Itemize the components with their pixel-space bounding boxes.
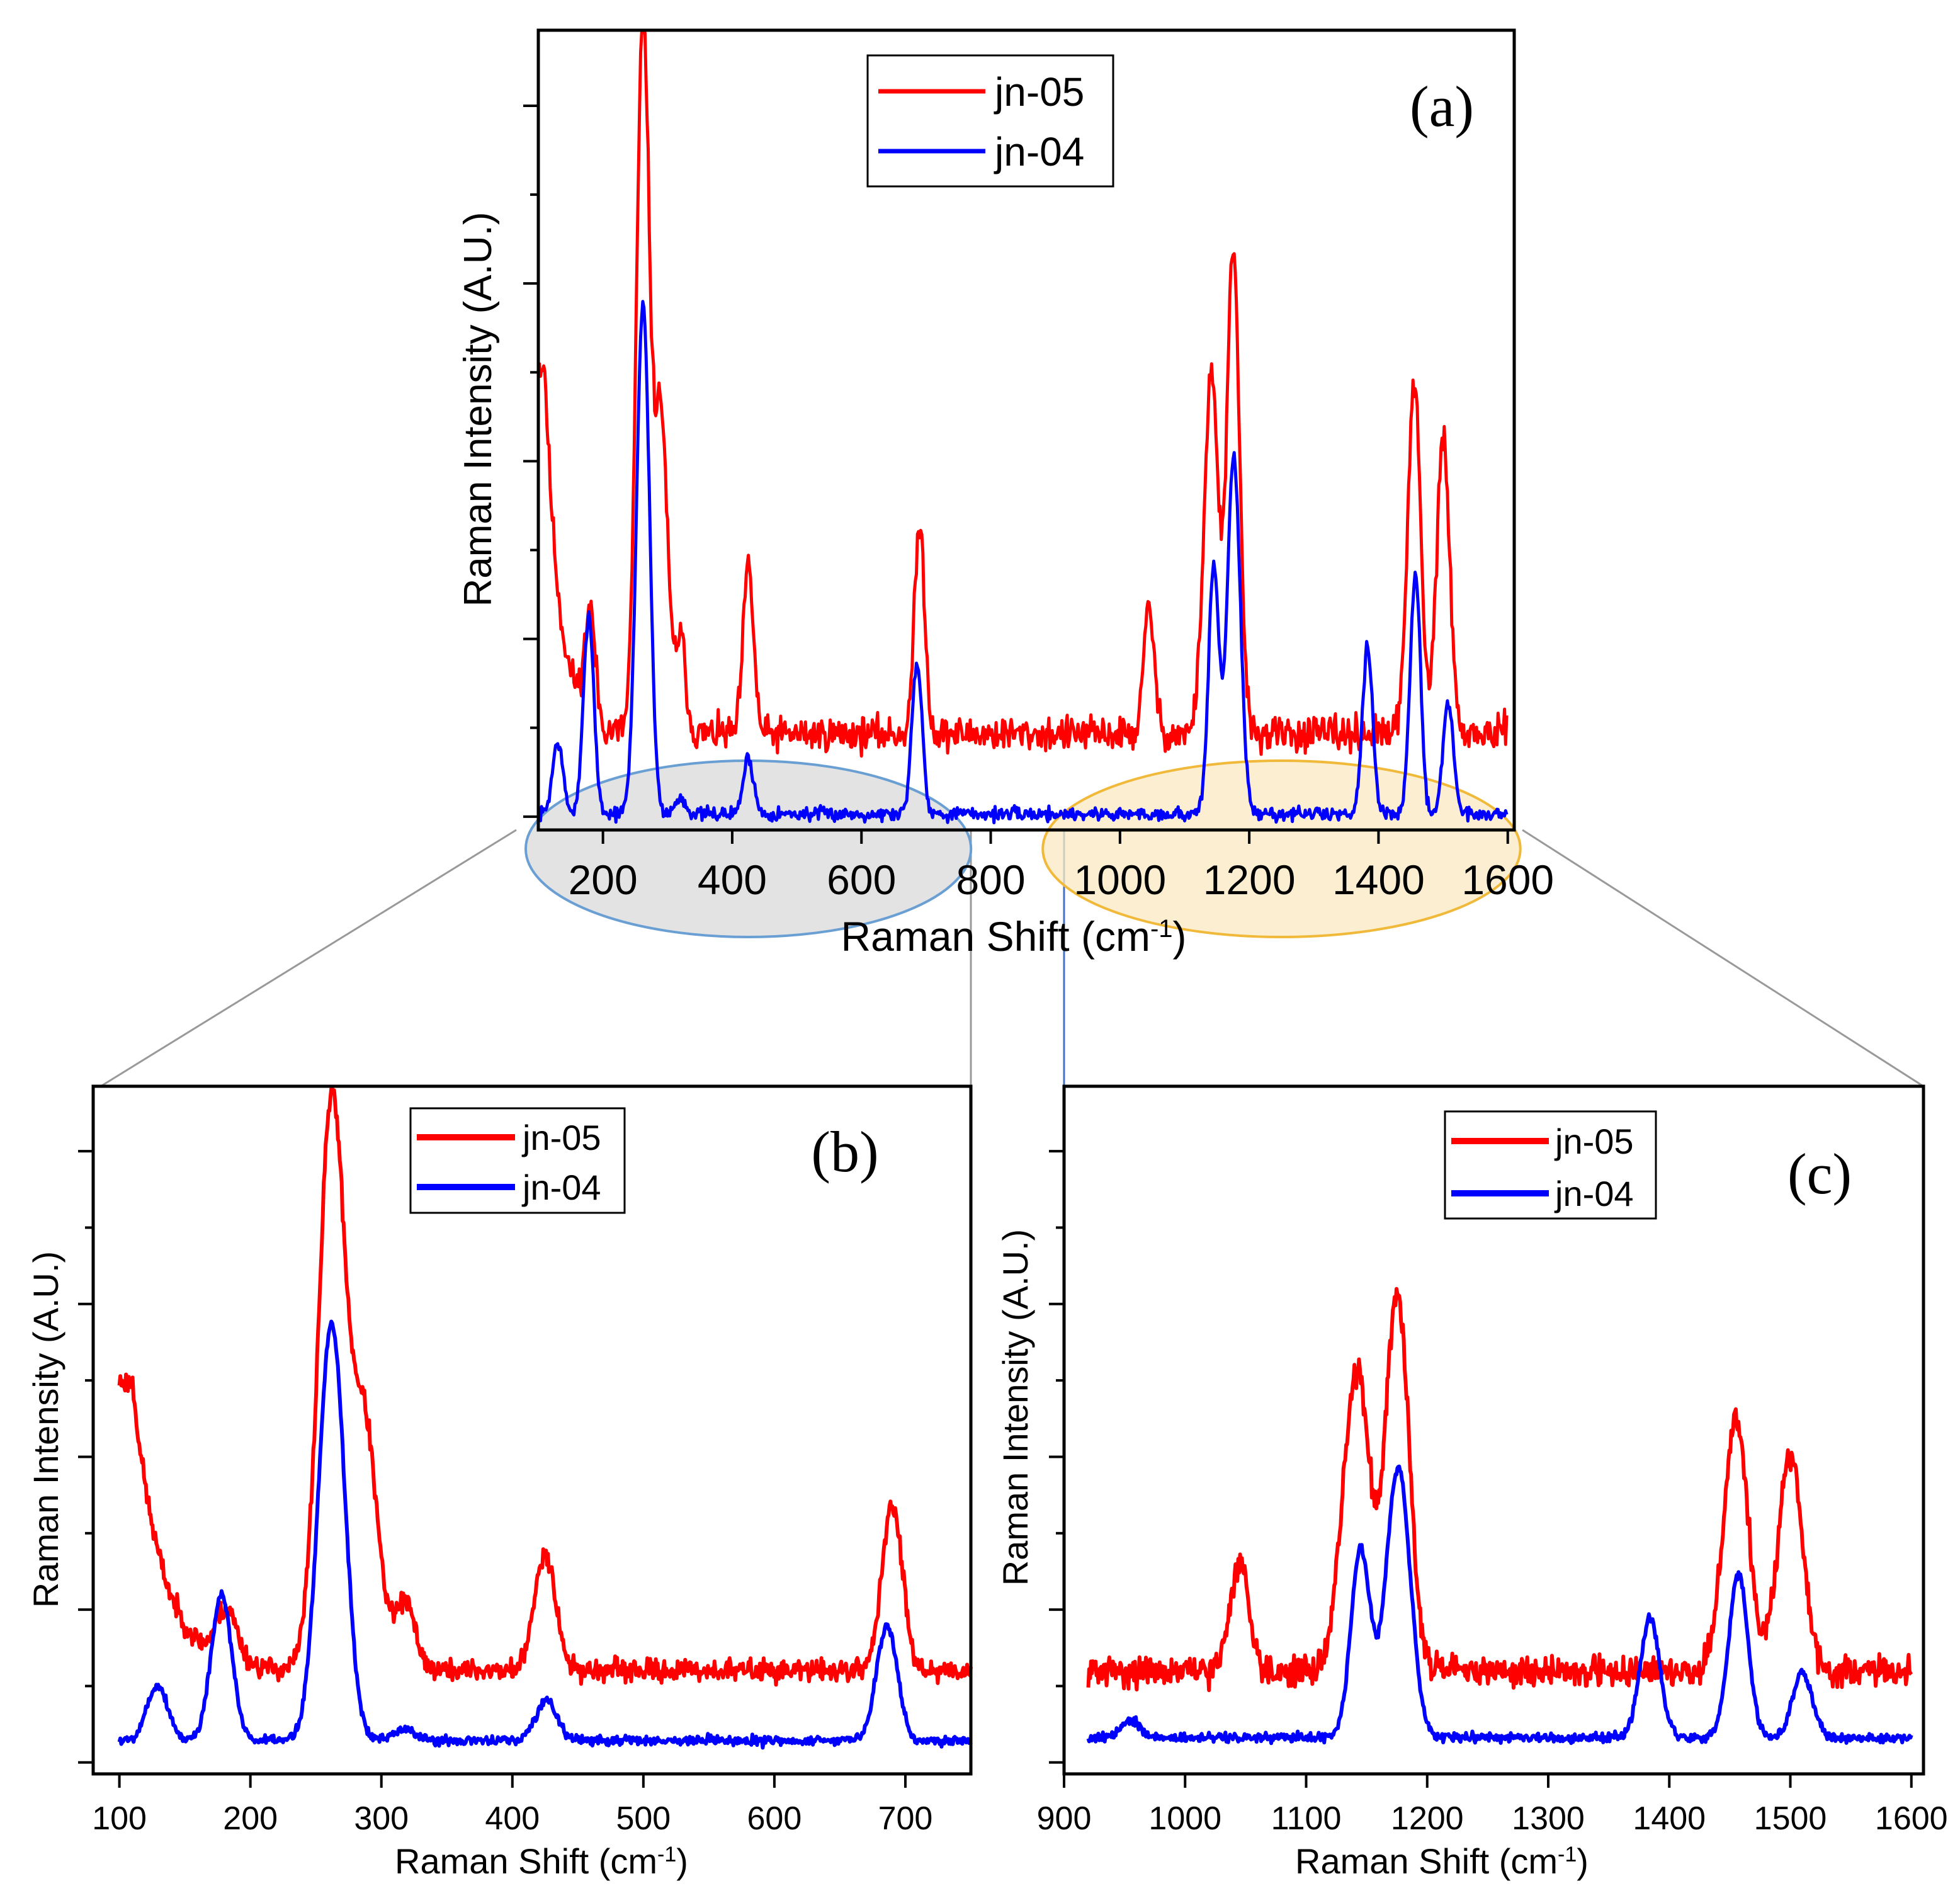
panel-c-x-ticks: 900 1000 1100 1200 1300 1400 1500 1600 xyxy=(1037,1774,1948,1837)
x-tick-label: 200 xyxy=(569,856,638,903)
x-tick-label: 400 xyxy=(698,856,767,903)
panel-a-label: (a) xyxy=(1410,74,1474,139)
panel-c-y-ticks xyxy=(1049,1150,1064,1764)
x-tick-label: 600 xyxy=(747,1800,802,1837)
panel-a-x-ticks: 200 400 600 800 1000 1200 1400 1600 xyxy=(569,830,1554,903)
series-line-jn-04 xyxy=(537,300,1509,824)
x-tick-label: 1500 xyxy=(1754,1800,1827,1837)
series-line-jn-04 xyxy=(1086,1464,1913,1746)
x-tick-label: 1000 xyxy=(1148,1800,1221,1837)
panel-a-legend: jn-05 jn-04 xyxy=(866,54,1114,188)
panel-c-legend-box xyxy=(1444,1110,1657,1220)
panel-b-y-ticks xyxy=(78,1150,93,1764)
panel-a-legend-box xyxy=(866,54,1114,188)
panel-b-legend-box xyxy=(409,1107,626,1214)
connector-c-right xyxy=(1522,829,1924,1088)
x-tick-label: 100 xyxy=(92,1800,147,1837)
x-tick-label: 1300 xyxy=(1512,1800,1585,1837)
series-line-jn-05 xyxy=(536,31,1509,758)
x-tick-label: 300 xyxy=(354,1800,409,1837)
highlight-regions xyxy=(524,759,1522,938)
x-tick-label: 1100 xyxy=(1271,1800,1342,1837)
panel-c-frame xyxy=(1062,1084,1925,1776)
x-tick-label: 1600 xyxy=(1875,1800,1948,1837)
panel-b-legend: jn-05 jn-04 xyxy=(409,1107,626,1214)
panel-a-legend-label-jn04: jn-04 xyxy=(994,129,1084,174)
panel-c-x-title: Raman Shift (cm-1) xyxy=(1295,1841,1589,1881)
panel-b-legend-label-jn04: jn-04 xyxy=(521,1167,601,1207)
panel-c-legend-label-jn05: jn-05 xyxy=(1554,1122,1634,1161)
series-line-jn-05 xyxy=(1086,1287,1913,1693)
panel-b-x-title: Raman Shift (cm-1) xyxy=(395,1841,688,1881)
highlight-ellipse-low-region xyxy=(524,759,973,938)
panel-a-overview: 200 400 600 800 1000 1200 1400 1600 (a) Raman I… xyxy=(456,28,1554,960)
x-tick-label: 400 xyxy=(485,1800,540,1837)
series-line-jn-04 xyxy=(117,1319,973,1750)
panel-b-frame xyxy=(91,1084,973,1776)
x-tick-label: 600 xyxy=(827,856,896,903)
series-line-jn-05 xyxy=(117,1087,973,1687)
panel-a-y-ticks xyxy=(523,104,538,818)
x-tick-label: 1600 xyxy=(1461,856,1554,903)
x-tick-label: 1400 xyxy=(1633,1800,1706,1837)
panel-b-legend-label-jn05: jn-05 xyxy=(521,1118,601,1157)
panel-b-y-title: Raman Intensity (A.U.) xyxy=(26,1251,65,1608)
panel-b-x-ticks: 100 200 300 400 500 600 700 xyxy=(92,1774,932,1837)
panel-c-plot-area xyxy=(1086,1287,1913,1746)
panel-b-plot-area xyxy=(117,1087,973,1750)
x-tick-label: 900 xyxy=(1037,1800,1092,1837)
panel-a-frame xyxy=(536,28,1516,832)
connector-b-left xyxy=(100,829,517,1088)
x-tick-label: 700 xyxy=(878,1800,933,1837)
x-tick-label: 500 xyxy=(616,1800,671,1837)
highlight-ellipse-high-region xyxy=(1041,759,1522,938)
x-tick-label: 1200 xyxy=(1203,856,1296,903)
x-tick-label: 1400 xyxy=(1332,856,1425,903)
panel-c-legend-label-jn04: jn-04 xyxy=(1554,1174,1634,1213)
panel-c-legend: jn-05 jn-04 xyxy=(1444,1110,1657,1220)
panel-a-y-title: Raman Intensity (A.U.) xyxy=(456,212,500,606)
panel-c-label: (c) xyxy=(1787,1142,1852,1206)
panel-b-label: (b) xyxy=(811,1120,878,1184)
panel-c-y-title: Raman Intensity (A.U.) xyxy=(995,1229,1035,1586)
panel-c-zoom-high: 900 1000 1100 1200 1300 1400 1500 1600 (c) Rama… xyxy=(995,1084,1948,1881)
panel-a-plot-area xyxy=(536,31,1509,824)
x-tick-label: 1000 xyxy=(1073,856,1166,903)
panel-a-legend-label-jn05: jn-05 xyxy=(994,69,1084,115)
x-tick-label: 800 xyxy=(956,856,1025,903)
panel-a-x-title: Raman Shift (cm-1) xyxy=(841,913,1186,960)
x-tick-label: 1200 xyxy=(1391,1800,1464,1837)
panel-b-zoom-low: 100 200 300 400 500 600 700 (b) Raman Intensit… xyxy=(26,1084,973,1881)
x-tick-label: 200 xyxy=(223,1800,278,1837)
